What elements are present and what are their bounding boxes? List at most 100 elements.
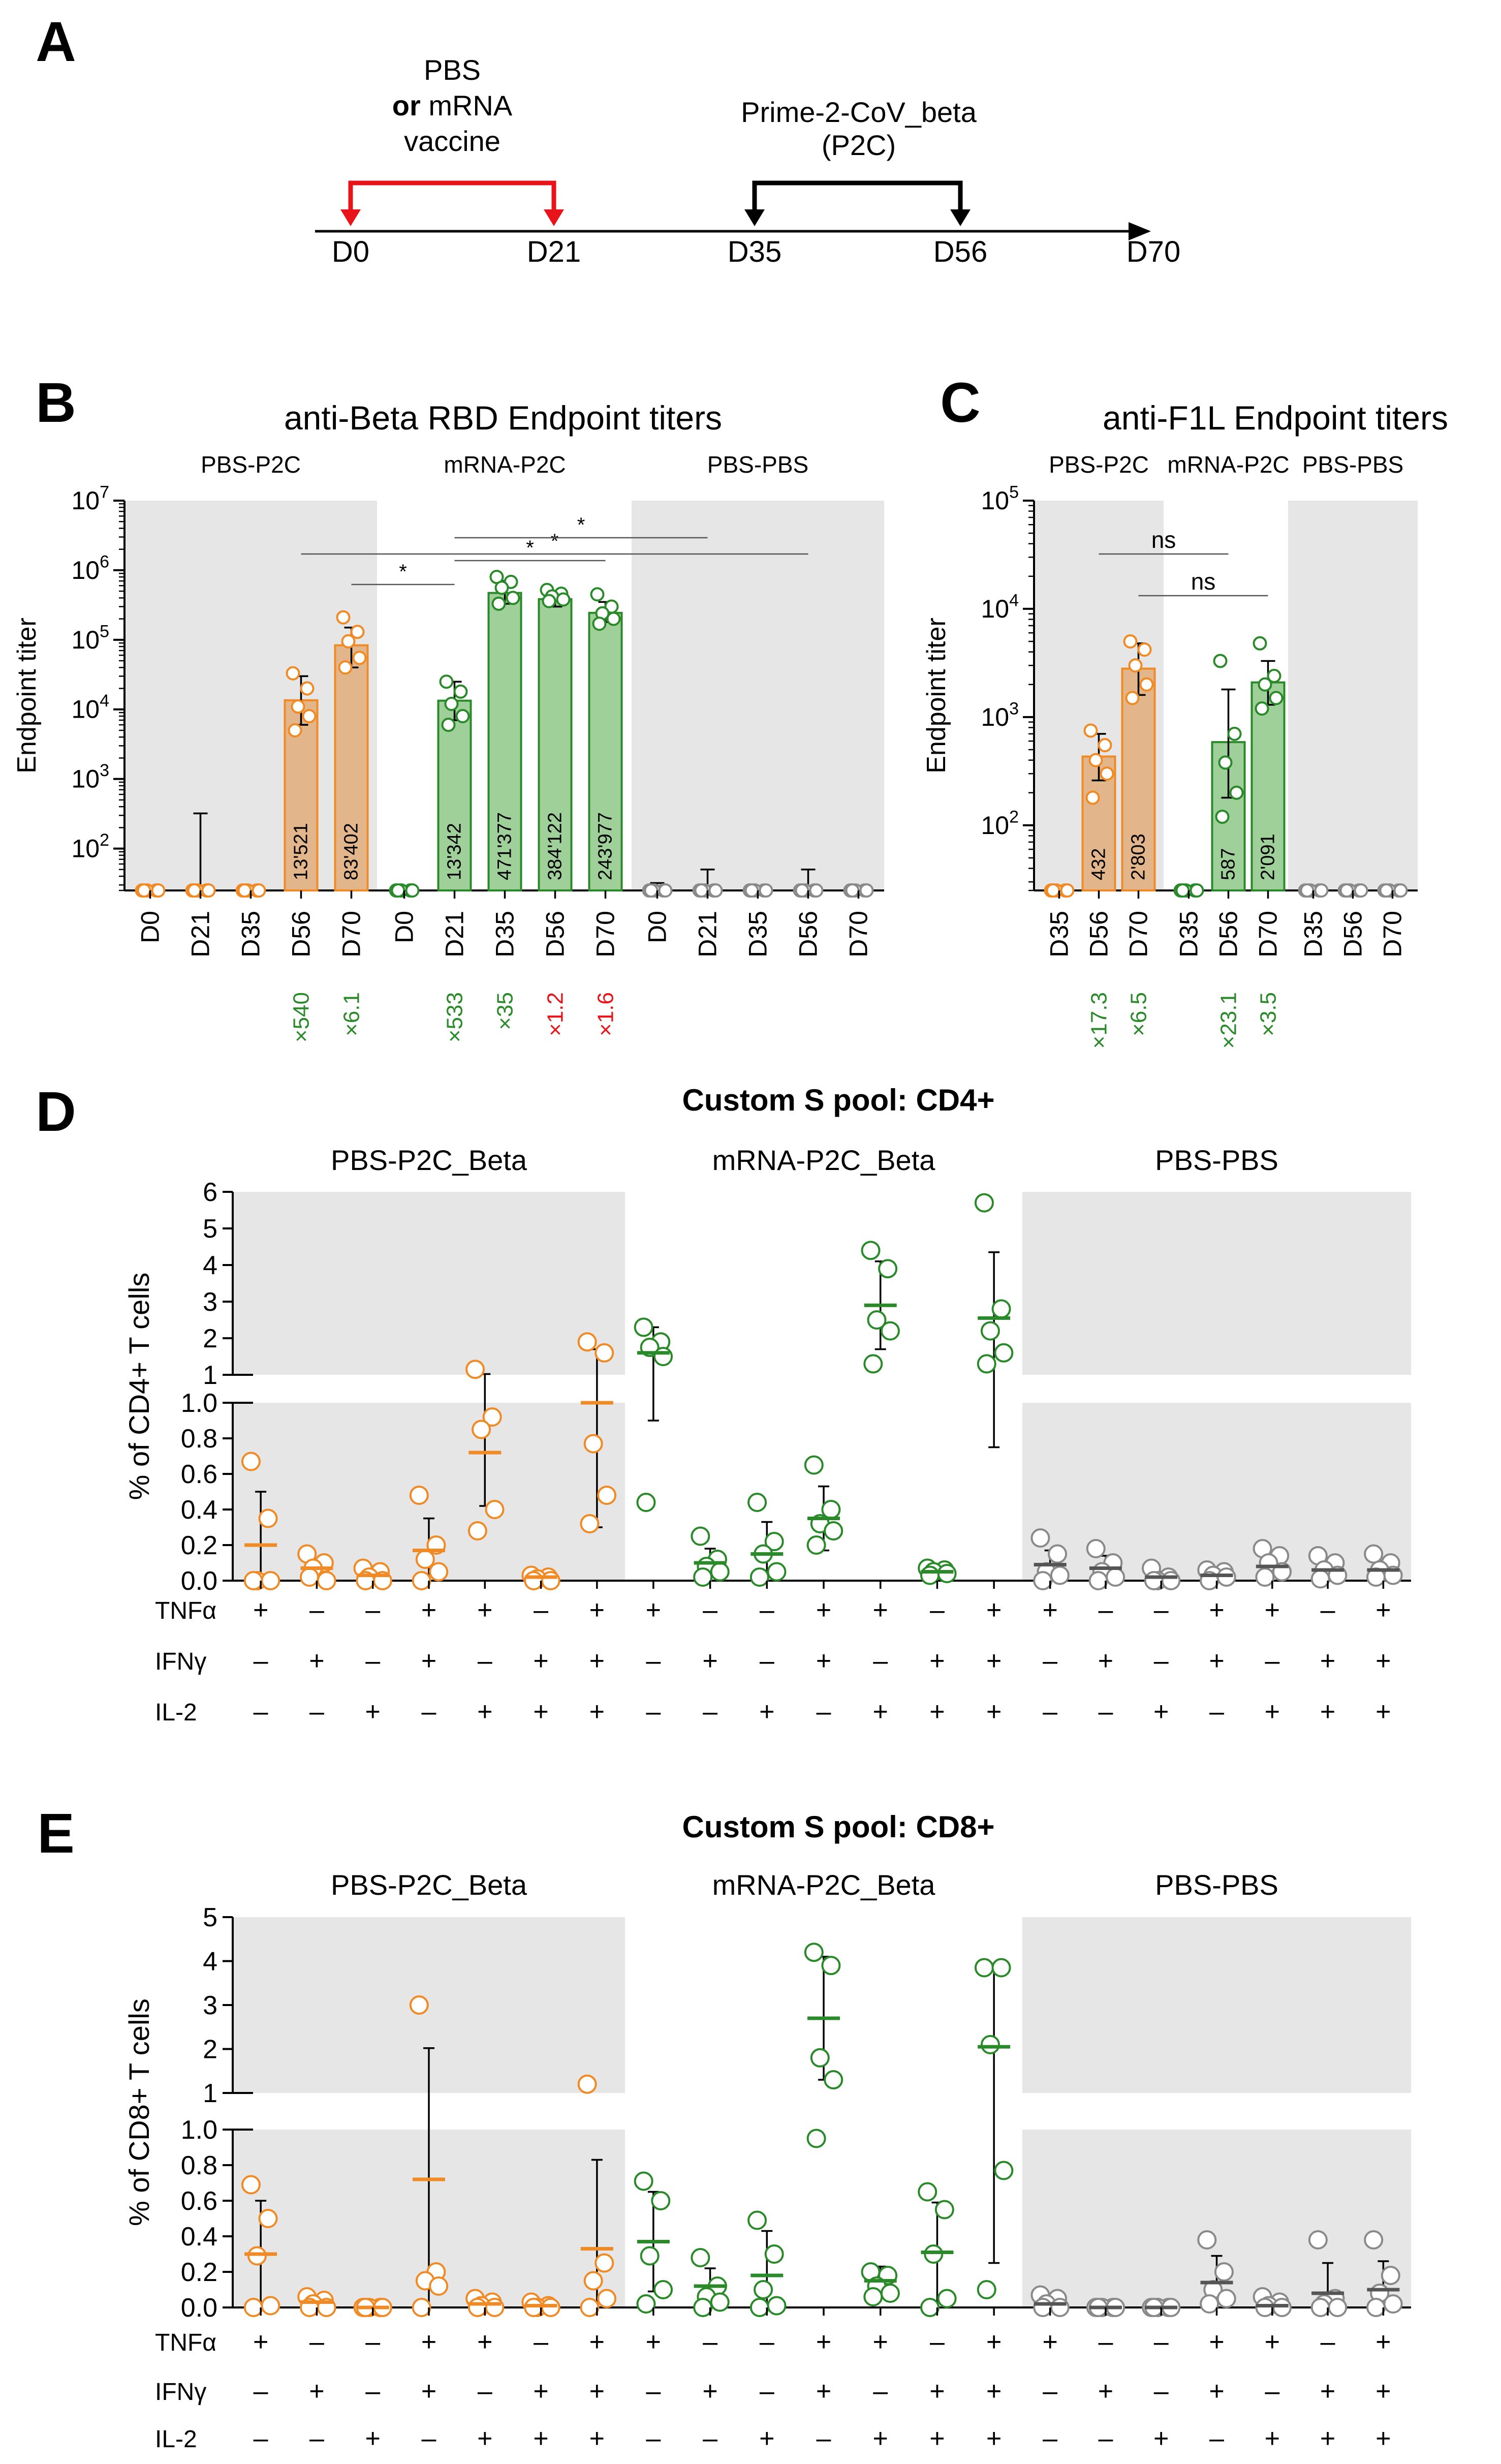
data-point	[1083, 723, 1098, 738]
combo-sign: –	[873, 1646, 888, 1676]
combo-sign: –	[817, 2424, 831, 2453]
data-point	[592, 617, 607, 631]
y-tick-label: 5	[203, 1903, 217, 1932]
group-shading	[233, 1192, 625, 1375]
panel-d-cd4-pool: D Custom S pool: CD4+ PBS-P2C_Beta mRNA-P2C…	[36, 1081, 1411, 1727]
data-point	[824, 2070, 843, 2090]
y-tick-label: 104	[71, 691, 109, 724]
combo-sign: +	[929, 1646, 945, 1676]
combo-sign: –	[1321, 2327, 1335, 2357]
combo-sign: +	[533, 2377, 548, 2406]
combo-sign: +	[986, 1697, 1002, 1727]
data-point	[1085, 790, 1100, 805]
bar-value-label: 13'521	[291, 823, 312, 880]
data-point	[1098, 738, 1112, 753]
fold-change-label: ×23.1	[1216, 992, 1241, 1049]
combo-sign: –	[254, 2424, 268, 2453]
combo-sign: –	[254, 1697, 268, 1727]
data-point	[300, 1567, 320, 1587]
combo-sign: +	[589, 1646, 605, 1676]
data-point	[1100, 766, 1114, 781]
data-point	[977, 2280, 996, 2299]
data-point	[994, 2161, 1014, 2180]
panel-letter: E	[37, 1802, 74, 1865]
combo-sign: +	[702, 2377, 717, 2406]
bar	[1121, 667, 1156, 891]
x-tick-label: D35	[1045, 911, 1074, 958]
chart-title: anti-F1L Endpoint titers	[1103, 399, 1448, 437]
data-point	[350, 625, 365, 639]
data-point	[1139, 677, 1154, 692]
significance-label: *	[577, 514, 585, 536]
data-point	[754, 2280, 773, 2299]
data-point	[405, 883, 420, 898]
data-point	[934, 2200, 954, 2220]
group-label: PBS-P2C_Beta	[331, 1144, 527, 1176]
combo-sign: +	[1265, 2327, 1280, 2357]
y-tick-label: 1.0	[181, 1389, 217, 1418]
bar-value-label: 2'803	[1128, 834, 1149, 880]
data-point	[187, 883, 202, 898]
combo-sign: –	[1043, 2377, 1057, 2406]
data-point	[880, 2284, 900, 2303]
data-point	[1137, 642, 1152, 657]
day-label: D0	[332, 235, 369, 268]
y-tick-label: 103	[71, 761, 109, 793]
y-tick-label: 5	[203, 1214, 217, 1244]
combo-sign: –	[760, 1646, 774, 1676]
data-point	[583, 2271, 603, 2291]
data-point	[261, 2296, 280, 2316]
data-point	[1144, 1571, 1164, 1590]
combo-sign: +	[1153, 2424, 1169, 2453]
y-tick-label: 1	[203, 1361, 217, 1390]
data-point	[1216, 2289, 1236, 2308]
data-point	[747, 2210, 767, 2230]
data-point	[556, 592, 571, 607]
bar-value-label: 384'122	[545, 812, 566, 880]
data-point	[465, 1360, 485, 1379]
combo-sign: +	[533, 2424, 548, 2453]
data-point	[653, 1347, 673, 1366]
data-point	[1190, 883, 1204, 898]
data-point	[258, 2209, 278, 2228]
data-point	[302, 709, 317, 724]
combo-sign: +	[873, 1595, 888, 1625]
data-point	[252, 883, 266, 898]
data-point	[767, 1562, 787, 1582]
combo-sign: –	[1043, 2424, 1057, 2453]
combo-sign: –	[1154, 2377, 1169, 2406]
data-point	[1314, 883, 1329, 898]
combo-sign: –	[309, 1697, 324, 1727]
data-point	[1086, 1539, 1106, 1558]
data-point	[1364, 1544, 1384, 1564]
combo-sign: –	[309, 2327, 324, 2357]
combo-sign: +	[1209, 1595, 1224, 1625]
row-label: TNFα	[155, 2329, 216, 2356]
bar	[487, 592, 522, 891]
data-point	[241, 2175, 261, 2195]
x-tick-label: D21	[186, 911, 215, 958]
data-point	[749, 2298, 769, 2317]
y-tick-label: 0.2	[181, 1531, 217, 1560]
y-tick-label: 106	[71, 552, 109, 584]
combo-sign: –	[1098, 1595, 1113, 1625]
combo-sign: +	[1209, 2327, 1224, 2357]
data-point	[258, 1508, 278, 1528]
bar-value-label: 432	[1088, 848, 1110, 880]
combo-sign: –	[1043, 1646, 1057, 1676]
data-point	[994, 1343, 1014, 1363]
x-tick-label: D35	[1175, 911, 1203, 958]
combo-sign: +	[816, 2327, 831, 2357]
x-tick-label: D0	[136, 911, 165, 943]
combo-sign: +	[816, 1595, 831, 1625]
combo-sign: –	[1265, 2377, 1279, 2406]
data-point	[597, 1486, 617, 1505]
first-dose-label: PBS	[424, 54, 481, 86]
data-point	[1218, 755, 1233, 770]
x-tick-label: D56	[541, 911, 570, 958]
combo-sign: –	[1321, 1595, 1335, 1625]
p2c-bracket	[752, 180, 963, 216]
combo-sign: –	[422, 1697, 436, 1727]
data-point	[391, 883, 405, 898]
data-point	[261, 1571, 280, 1590]
